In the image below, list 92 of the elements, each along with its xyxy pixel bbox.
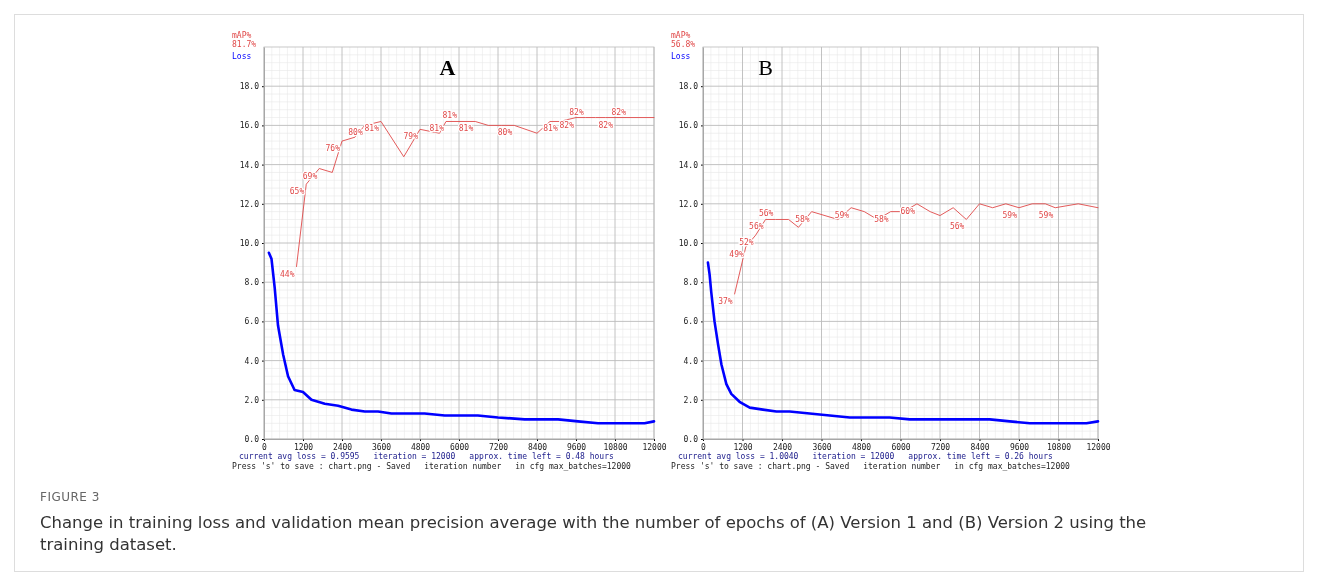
x-tick-label: 0: [262, 442, 268, 452]
data-label: 59%: [1002, 210, 1018, 220]
data-label: 82%: [598, 120, 614, 130]
data-label: 52%: [739, 238, 754, 248]
data-label: 49%: [729, 249, 744, 259]
data-label: 59%: [1038, 210, 1054, 220]
x-tick-label: 7200: [488, 442, 509, 452]
y-tick-label: 16.0: [239, 121, 260, 131]
x-tick-label: 10800: [603, 442, 628, 452]
y-tick-label: 12.0: [678, 199, 699, 209]
x-tick-label: 1200: [733, 442, 753, 452]
text: current avg loss = 0.9595: [239, 452, 360, 461]
data-label: 69%: [302, 171, 318, 181]
y-tick-label: 2.0: [683, 395, 699, 405]
data-label: 82%: [611, 107, 627, 117]
data-label: 82%: [569, 107, 584, 117]
y-tick-label: 18.0: [678, 82, 699, 92]
data-label: 81%: [429, 124, 445, 134]
x-tick-label: 3600: [371, 442, 392, 452]
x-tick-label: 2400: [772, 442, 793, 452]
text: Press 's' to save : chart.png - Saved: [671, 462, 850, 471]
line-series: [706, 261, 1100, 425]
x-tick-label: 10800: [1046, 442, 1072, 452]
text: Change in training loss and validation mean precision average with the number of epochs of (A) Version 1 and (B) Version 2 using the training dataset.: [40, 512, 1148, 556]
x-tick-label: 9600: [1009, 442, 1030, 452]
text: 81.7%: [232, 40, 257, 49]
text: Press 's' to save : chart.png - Saved: [232, 462, 411, 471]
x-tick-label: 6000: [891, 442, 911, 452]
y-tick-label: 12.0: [239, 199, 260, 209]
data-label: 60%: [900, 206, 916, 216]
x-tick-label: 8400: [527, 442, 548, 452]
y-tick-label: 18.0: [239, 82, 260, 92]
text: mAP%: [671, 31, 691, 40]
text: in cfg max_batches=12000: [954, 462, 1071, 471]
chart-title: A: [439, 55, 456, 80]
text: approx. time left = 0.48 hours: [469, 452, 614, 461]
x-tick-label: 2400: [332, 442, 353, 452]
text: Loss: [232, 52, 252, 61]
x-tick-label: 8400: [970, 442, 990, 452]
data-label: 81%: [543, 124, 558, 134]
y-tick-label: 4.0: [683, 356, 699, 366]
y-tick-label: 8.0: [683, 278, 699, 288]
y-tick-label: 8.0: [244, 278, 260, 288]
y-tick-label: 2.0: [244, 395, 260, 405]
y-tick-label: 10.0: [239, 239, 260, 249]
y-tick-label: 4.0: [244, 356, 260, 366]
x-axis-title: iteration number: [863, 462, 941, 471]
x-tick-label: 12000: [1086, 442, 1111, 452]
y-tick-label: 6.0: [244, 317, 260, 327]
text: Loss: [671, 52, 691, 61]
y-tick-label: 10.0: [678, 239, 699, 249]
data-label: 44%: [280, 269, 295, 279]
data-label: 56%: [749, 222, 764, 232]
y-tick-label: 14.0: [239, 160, 260, 170]
text: FIGURE 3: [40, 490, 101, 504]
x-tick-label: 9600: [566, 442, 587, 452]
x-tick-label: 6000: [449, 442, 470, 452]
data-label: 56%: [758, 209, 774, 219]
text: iteration = 12000: [812, 452, 895, 461]
x-tick-label: 0: [701, 442, 707, 452]
chart-title: B: [758, 55, 773, 80]
y-tick-label: 16.0: [678, 121, 699, 131]
text: approx. time left = 0.26 hours: [908, 452, 1053, 461]
data-label: 58%: [874, 214, 889, 224]
data-label: 81%: [364, 124, 380, 134]
y-tick-label: 0.0: [683, 435, 699, 445]
x-tick-label: 4800: [851, 442, 872, 452]
x-tick-label: 1200: [293, 442, 314, 452]
y-tick-label: 6.0: [683, 317, 699, 327]
data-label: 65%: [289, 187, 305, 197]
text: 56.8%: [671, 40, 696, 49]
x-tick-label: 12000: [642, 442, 667, 452]
data-label: 81%: [442, 111, 458, 121]
x-axis-title: iteration number: [424, 462, 502, 471]
data-label: 82%: [559, 120, 575, 130]
y-tick-label: 14.0: [678, 160, 699, 170]
text: mAP%: [232, 31, 252, 40]
x-tick-label: 3600: [812, 442, 832, 452]
y-tick-label: 0.0: [244, 435, 260, 445]
data-label: 58%: [795, 214, 810, 224]
data-label: 81%: [458, 124, 474, 134]
x-tick-label: 4800: [410, 442, 431, 452]
data-label: 56%: [949, 222, 965, 232]
line-series: [267, 251, 656, 425]
data-label: 80%: [348, 128, 363, 138]
data-label: 37%: [718, 296, 733, 306]
text: current avg loss = 1.0040: [678, 452, 799, 461]
data-label: 76%: [325, 144, 341, 154]
data-label: 80%: [497, 128, 513, 138]
text: in cfg max_batches=12000: [515, 462, 632, 471]
text: iteration = 12000: [373, 452, 456, 461]
x-tick-label: 7200: [930, 442, 951, 452]
